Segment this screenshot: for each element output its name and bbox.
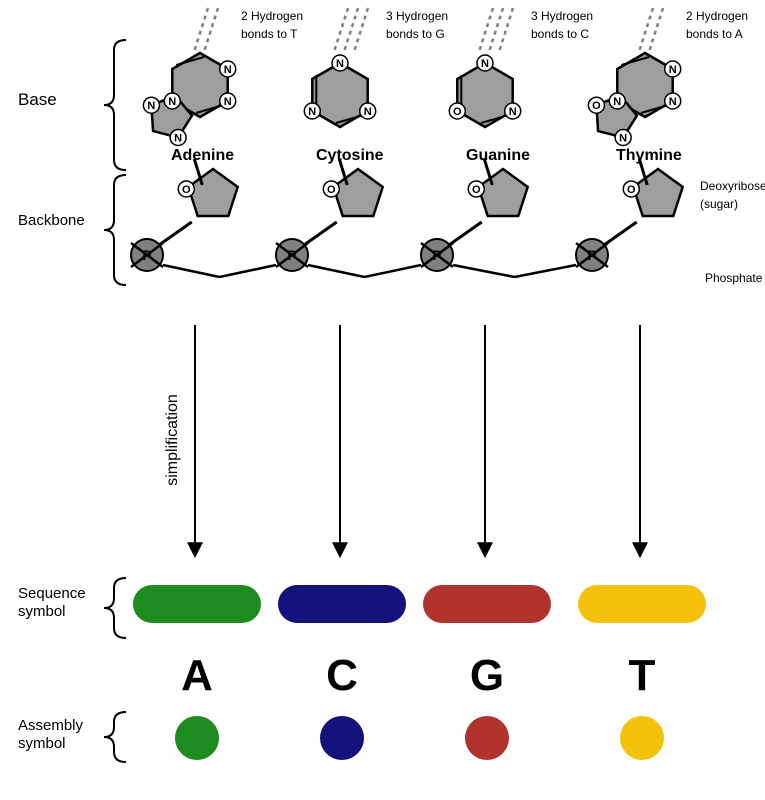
- hbond-dash: [489, 8, 503, 52]
- sugar-pentagon: [188, 169, 237, 216]
- hbond-dash: [354, 8, 368, 52]
- brace-assembly: [104, 712, 126, 762]
- sequence-letter: T: [629, 651, 656, 700]
- sequence-letter: A: [181, 651, 213, 700]
- sequence-pill: [133, 585, 261, 623]
- sugar-label: Deoxyribose(sugar): [700, 179, 765, 211]
- svg-text:N: N: [224, 96, 232, 108]
- hbond-dash: [499, 8, 513, 52]
- hbond-dash: [639, 8, 653, 52]
- svg-text:N: N: [168, 96, 176, 108]
- base-hexagon: [312, 63, 367, 127]
- base-name: Guanine: [466, 147, 530, 164]
- simplification-label: simplification: [164, 394, 181, 486]
- assembly-dot: [465, 716, 509, 760]
- label-base: Base: [18, 90, 57, 109]
- base-name: Adenine: [171, 147, 234, 164]
- svg-text:N: N: [669, 64, 677, 76]
- hbond-dash: [344, 8, 358, 52]
- svg-text:N: N: [481, 58, 489, 70]
- sequence-pill: [423, 585, 551, 623]
- bonds-label: 3 Hydrogenbonds to G: [386, 9, 448, 41]
- label-assembly: Assemblysymbol: [18, 717, 84, 752]
- sequence-pill: [578, 585, 706, 623]
- hbond-dash: [479, 8, 493, 52]
- base-name: Cytosine: [316, 147, 384, 164]
- svg-text:N: N: [224, 64, 232, 76]
- svg-text:O: O: [627, 184, 636, 196]
- sugar-pentagon: [478, 169, 527, 216]
- sequence-letter: C: [326, 651, 358, 700]
- svg-text:O: O: [182, 184, 191, 196]
- label-sequence: Sequencesymbol: [18, 585, 86, 620]
- svg-text:O: O: [472, 184, 481, 196]
- sequence-letter: G: [470, 651, 504, 700]
- bonds-label: 3 Hydrogenbonds to C: [531, 9, 593, 41]
- base-name: Thymine: [616, 147, 682, 164]
- sequence-pill: [278, 585, 406, 623]
- brace-backbone: [104, 175, 126, 285]
- svg-text:N: N: [174, 132, 182, 144]
- svg-text:O: O: [453, 106, 462, 118]
- assembly-dot: [620, 716, 664, 760]
- svg-text:N: N: [669, 96, 677, 108]
- phosphate-label: Phosphate: [705, 271, 763, 285]
- svg-text:O: O: [592, 100, 601, 112]
- svg-text:N: N: [619, 132, 627, 144]
- svg-text:N: N: [509, 106, 517, 118]
- hbond-dash: [194, 8, 208, 52]
- brace-base: [104, 40, 126, 170]
- bonds-label: 2 Hydrogenbonds to T: [241, 9, 303, 41]
- hbond-dash: [204, 8, 218, 52]
- base-hexagon: [457, 63, 512, 127]
- hbond-dash: [649, 8, 663, 52]
- hbond-dash: [334, 8, 348, 52]
- bonds-label: 2 Hydrogenbonds to A: [686, 9, 748, 41]
- svg-text:N: N: [336, 58, 344, 70]
- svg-text:N: N: [613, 96, 621, 108]
- brace-sequence: [104, 578, 126, 638]
- assembly-dot: [175, 716, 219, 760]
- svg-text:N: N: [308, 106, 316, 118]
- svg-text:N: N: [147, 100, 155, 112]
- sugar-pentagon: [633, 169, 682, 216]
- svg-text:N: N: [364, 106, 372, 118]
- sugar-pentagon: [333, 169, 382, 216]
- svg-text:O: O: [327, 184, 336, 196]
- label-backbone: Backbone: [18, 212, 85, 229]
- assembly-dot: [320, 716, 364, 760]
